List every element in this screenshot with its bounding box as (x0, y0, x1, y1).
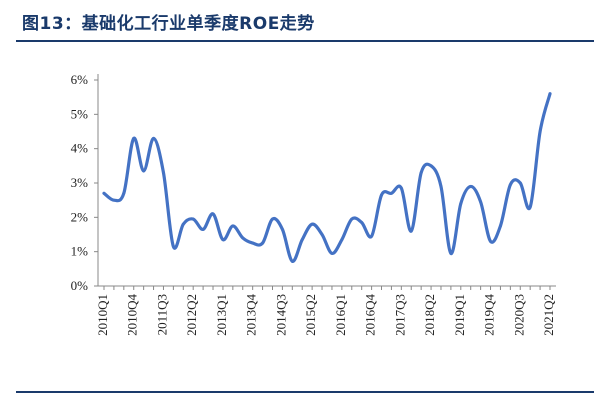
data-point-2010Q2 (112, 198, 116, 202)
x-tick-label: 2013Q4 (244, 294, 259, 336)
series-group (102, 92, 552, 263)
x-tick-label: 2013Q1 (214, 294, 229, 336)
y-tick-label: 1% (71, 244, 89, 259)
data-point-2016Q4 (370, 234, 373, 238)
data-point-2012Q2 (191, 217, 195, 221)
y-tick-label: 4% (71, 141, 89, 156)
data-point-2017Q3 (399, 186, 403, 190)
data-point-2019Q4 (489, 239, 492, 243)
y-tick-label: 5% (71, 106, 89, 121)
x-tick-label: 2010Q4 (125, 294, 140, 336)
data-point-2016Q3 (360, 221, 364, 224)
x-tick-label: 2019Q4 (482, 294, 497, 336)
x-tick-label: 2017Q3 (392, 294, 407, 336)
data-point-2019Q2 (469, 185, 473, 188)
y-tick-label: 2% (71, 209, 89, 224)
data-point-2020Q2 (508, 183, 512, 187)
x-tick-label: 2011Q3 (154, 294, 169, 335)
data-point-2018Q2 (429, 164, 433, 168)
data-point-2012Q3 (201, 227, 205, 231)
x-tick-label: 2012Q2 (184, 294, 199, 336)
data-point-2016Q1 (340, 238, 344, 242)
data-point-2012Q1 (181, 222, 185, 226)
data-point-2019Q1 (459, 202, 463, 206)
data-point-2016Q2 (350, 217, 354, 221)
x-tick-label: 2015Q2 (303, 294, 318, 336)
data-point-2013Q2 (231, 224, 235, 228)
data-point-2020Q3 (518, 181, 522, 185)
data-point-2017Q1 (380, 193, 383, 197)
y-tick-label: 0% (71, 278, 89, 293)
y-tick-label: 3% (71, 175, 89, 190)
bottom-divider (16, 391, 594, 393)
x-axis-ticks: 2010Q1 2010Q4 2011Q3 2012Q2 2013Q1 2013Q4 2014… (95, 286, 556, 336)
y-axis-ticks: 0% 1% 2% 3% 4% 5% 6% (71, 72, 98, 293)
data-point-2017Q4 (409, 229, 413, 233)
chart-axes (97, 74, 556, 287)
x-tick-label: 2021Q2 (541, 294, 556, 336)
data-point-2021Q2 (548, 92, 552, 96)
data-point-2013Q1 (221, 238, 225, 242)
data-point-2014Q3 (281, 227, 284, 231)
x-tick-label: 2014Q3 (273, 294, 288, 336)
data-point-2021Q1 (538, 130, 542, 133)
data-point-2020Q4 (528, 205, 532, 209)
x-tick-label: 2019Q1 (452, 294, 467, 336)
data-point-2011Q1 (142, 169, 146, 173)
x-tick-label: 2018Q2 (422, 294, 437, 336)
data-point-2013Q3 (241, 236, 245, 240)
data-point-2011Q4 (171, 245, 175, 248)
data-point-2015Q1 (300, 238, 304, 242)
series-line-0 (102, 92, 552, 263)
data-point-2011Q2 (152, 136, 155, 140)
data-point-2011Q3 (162, 171, 165, 175)
data-point-2018Q4 (449, 251, 453, 255)
data-point-2017Q2 (390, 191, 393, 195)
data-point-2010Q3 (122, 191, 126, 195)
data-point-2019Q3 (479, 200, 483, 204)
y-tick-label: 6% (71, 72, 89, 87)
data-point-2020Q1 (499, 224, 502, 228)
data-point-2014Q1 (261, 241, 264, 245)
data-point-2014Q4 (290, 259, 294, 263)
data-point-2010Q1 (102, 191, 106, 195)
data-point-2015Q4 (330, 251, 334, 255)
data-point-2018Q3 (439, 185, 443, 188)
x-tick-label: 2016Q4 (363, 294, 378, 336)
chart-title: 图13：基础化工行业单季度ROE走势 (22, 14, 315, 34)
data-point-2014Q2 (271, 217, 274, 221)
title-divider (16, 40, 594, 42)
data-point-2015Q2 (310, 222, 314, 226)
x-tick-label: 2020Q3 (511, 294, 526, 336)
data-point-2010Q4 (132, 136, 136, 140)
data-point-2012Q4 (211, 212, 215, 216)
data-point-2013Q4 (251, 241, 255, 245)
data-point-2018Q1 (419, 171, 423, 175)
x-tick-label: 2010Q1 (95, 294, 110, 336)
x-tick-label: 2016Q1 (333, 294, 348, 336)
data-point-2015Q3 (320, 233, 324, 236)
